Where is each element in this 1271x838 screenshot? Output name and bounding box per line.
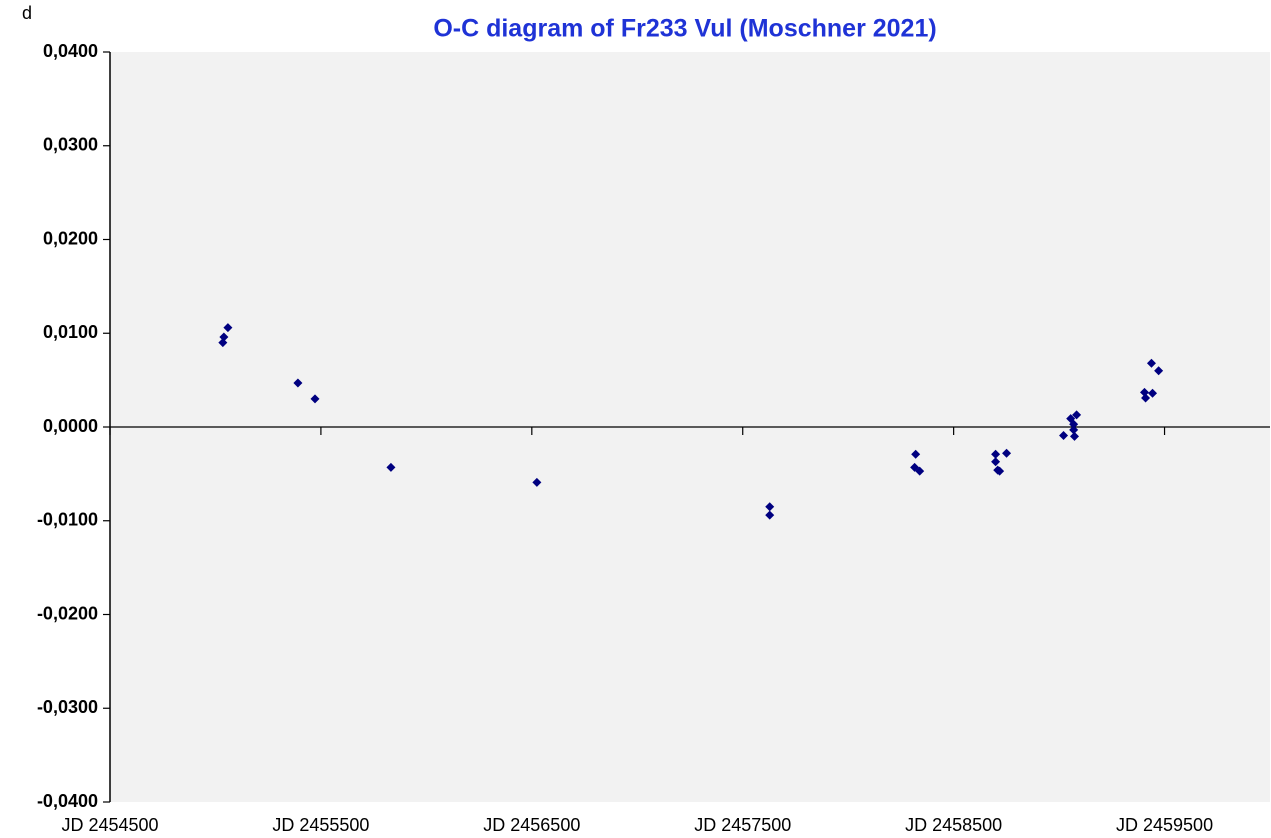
y-tick-label: -0,0100 — [37, 510, 98, 530]
data-point — [218, 338, 228, 348]
data-point — [1148, 388, 1158, 398]
y-axis-label: d — [22, 3, 32, 23]
y-tick-label: 0,0100 — [43, 322, 98, 342]
data-point — [765, 510, 775, 520]
x-tick-label: JD 2456500 — [483, 815, 580, 835]
data-point — [386, 462, 396, 472]
data-point — [293, 378, 303, 388]
data-point — [223, 323, 233, 333]
y-tick-label: -0,0400 — [37, 791, 98, 811]
data-point — [1140, 387, 1150, 397]
data-point — [310, 394, 320, 404]
x-tick-label: JD 2458500 — [905, 815, 1002, 835]
data-point — [991, 457, 1001, 467]
data-point — [1059, 430, 1069, 440]
data-point — [911, 449, 921, 459]
data-point — [1141, 393, 1151, 403]
data-point — [1069, 425, 1079, 435]
x-tick-label: JD 2454500 — [61, 815, 158, 835]
y-tick-label: 0,0400 — [43, 41, 98, 61]
data-point — [219, 332, 229, 342]
x-tick-label: JD 2459500 — [1116, 815, 1213, 835]
y-tick-label: 0,0000 — [43, 416, 98, 436]
data-point — [1146, 358, 1156, 368]
y-tick-label: -0,0200 — [37, 603, 98, 623]
data-point — [915, 466, 925, 476]
chart-title: O-C diagram of Fr233 Vul (Moschner 2021) — [433, 15, 936, 43]
data-point — [532, 477, 542, 487]
data-point — [995, 466, 1005, 476]
data-point — [765, 502, 775, 512]
x-tick-label: JD 2457500 — [694, 815, 791, 835]
y-tick-label: -0,0300 — [37, 697, 98, 717]
y-tick-label: 0,0300 — [43, 135, 98, 155]
data-point — [1072, 410, 1082, 420]
x-tick-label: JD 2455500 — [272, 815, 369, 835]
data-point — [1002, 448, 1012, 458]
y-tick-label: 0,0200 — [43, 228, 98, 248]
data-point — [1069, 431, 1079, 441]
data-point — [991, 449, 1001, 459]
data-point — [1154, 366, 1164, 376]
data-point — [1069, 419, 1079, 429]
